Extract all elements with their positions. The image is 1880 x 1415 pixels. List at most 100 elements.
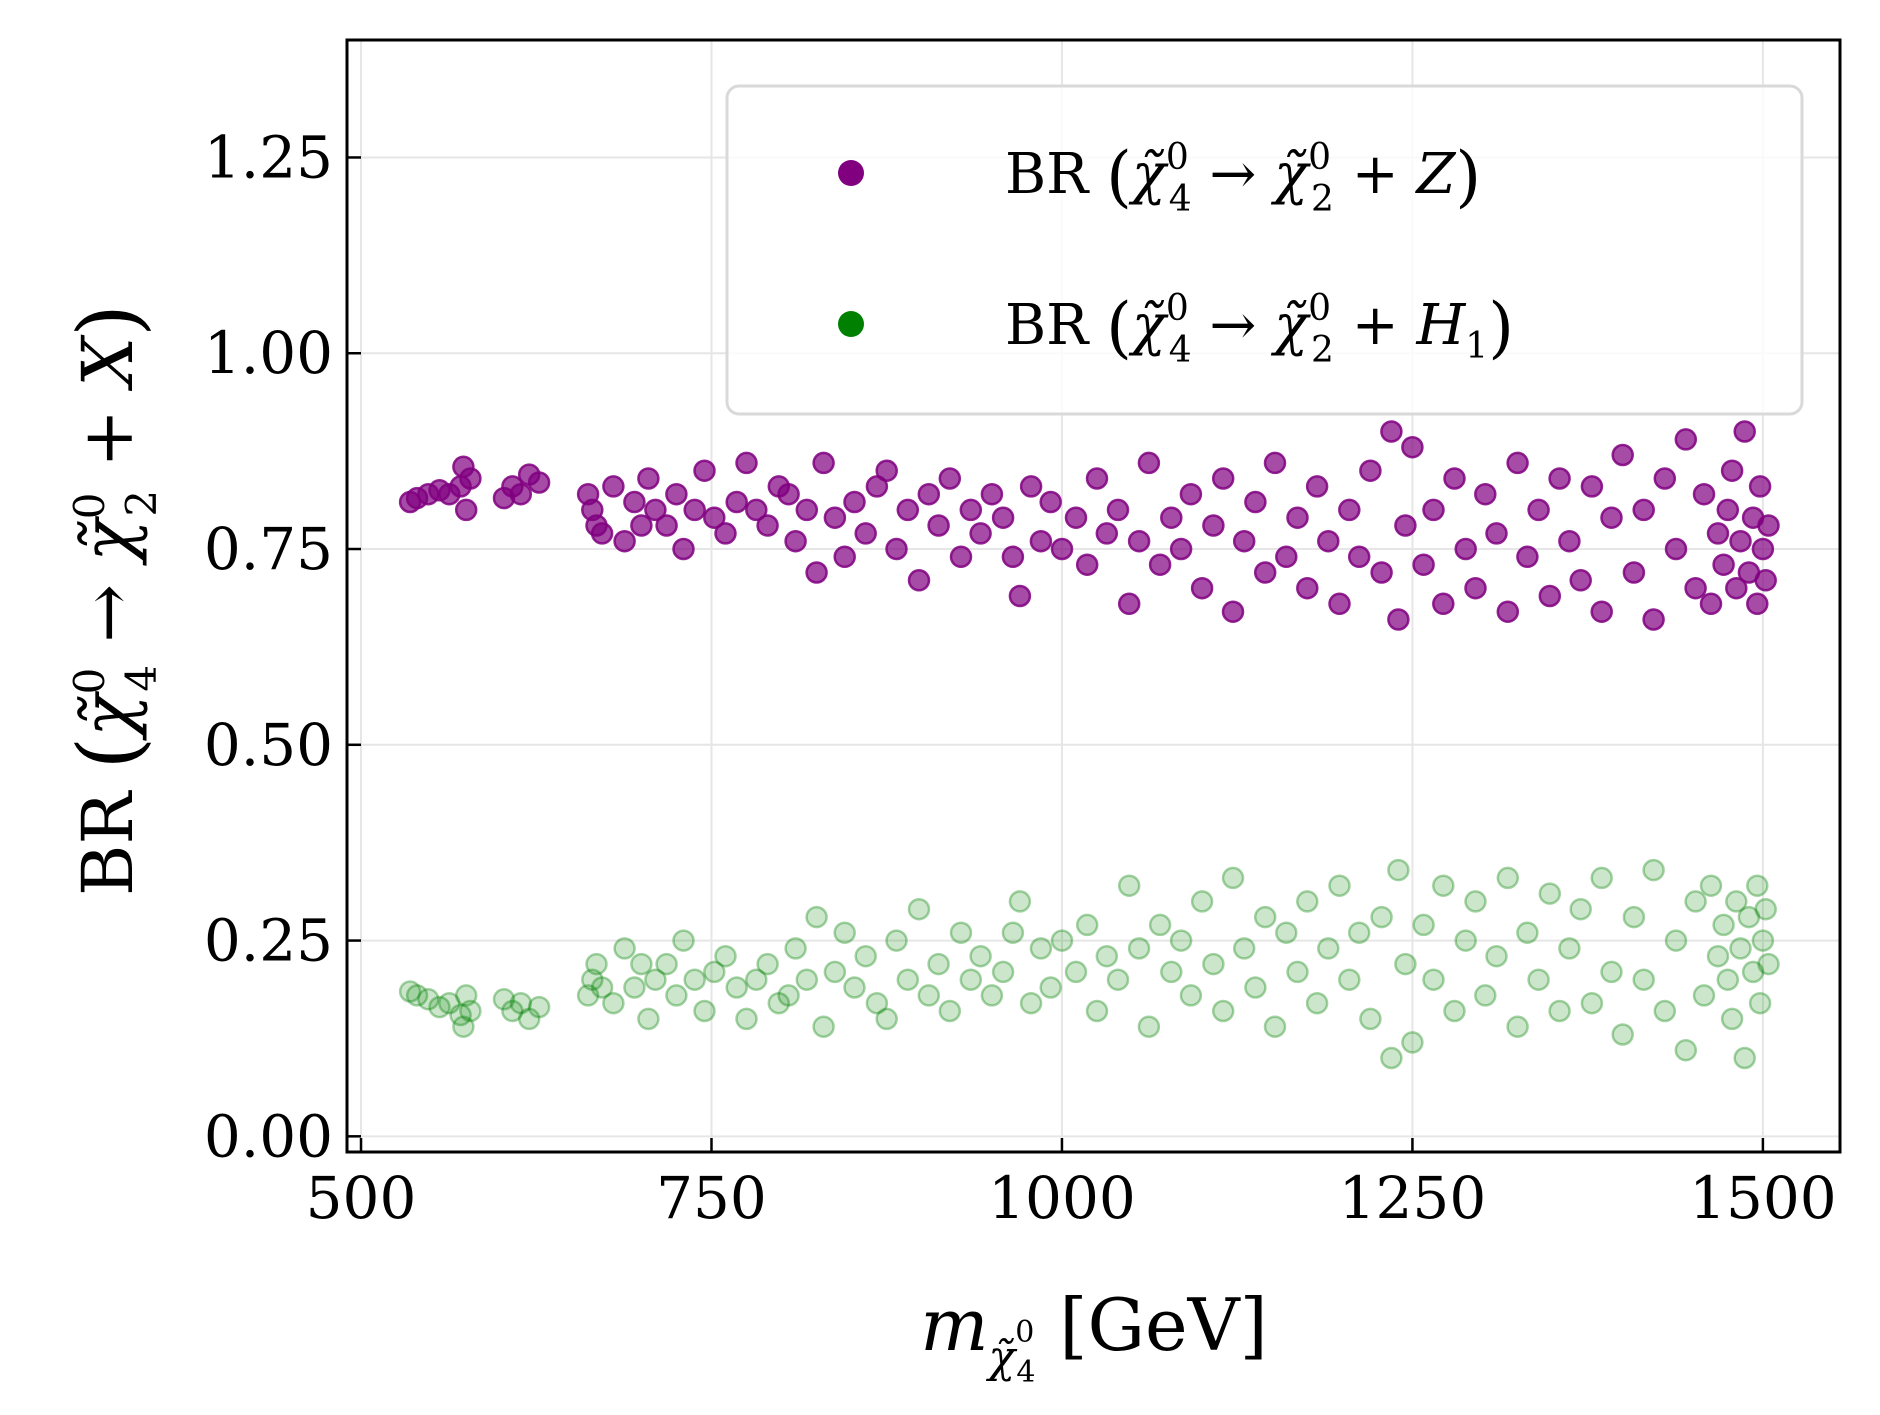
point-h1 bbox=[1632, 968, 1655, 991]
point-h1 bbox=[1179, 984, 1203, 1007]
point-z bbox=[714, 522, 737, 545]
point-z bbox=[1286, 506, 1309, 529]
point-h1 bbox=[1317, 937, 1340, 960]
point-h1 bbox=[1569, 897, 1592, 921]
point-z bbox=[1464, 576, 1487, 600]
point-h1 bbox=[644, 968, 667, 991]
point-z bbox=[1516, 545, 1539, 569]
point-h1 bbox=[1253, 905, 1277, 929]
point-z bbox=[917, 482, 941, 506]
point-h1 bbox=[672, 929, 695, 952]
point-h1 bbox=[1454, 929, 1477, 952]
point-h1 bbox=[1527, 968, 1550, 991]
point-h1 bbox=[767, 991, 791, 1015]
point-h1 bbox=[854, 944, 877, 968]
point-z bbox=[1733, 420, 1756, 443]
point-z bbox=[1117, 592, 1141, 616]
point-z bbox=[1622, 561, 1646, 584]
point-z bbox=[1394, 514, 1417, 537]
point-h1 bbox=[865, 991, 889, 1015]
point-h1 bbox=[1548, 999, 1571, 1023]
point-h1 bbox=[1725, 890, 1748, 913]
point-z bbox=[805, 561, 828, 584]
point-h1 bbox=[980, 984, 1004, 1007]
point-z bbox=[1190, 576, 1214, 600]
point-h1 bbox=[1394, 952, 1417, 976]
point-h1 bbox=[938, 999, 962, 1023]
point-h1 bbox=[1412, 913, 1435, 937]
point-h1 bbox=[428, 995, 451, 1019]
x-tick-label: 750 bbox=[656, 1164, 767, 1232]
point-z bbox=[693, 459, 716, 482]
point-z bbox=[1137, 451, 1161, 475]
point-h1 bbox=[501, 999, 524, 1023]
point-h1 bbox=[777, 984, 800, 1007]
point-h1 bbox=[896, 968, 920, 991]
point-h1 bbox=[805, 905, 828, 929]
y-tick-label: 0.00 bbox=[204, 1102, 333, 1170]
point-h1 bbox=[1751, 929, 1775, 952]
point-h1 bbox=[405, 984, 429, 1007]
point-h1 bbox=[1221, 866, 1245, 890]
point-z bbox=[1496, 600, 1520, 623]
point-z bbox=[1179, 482, 1203, 506]
point-z bbox=[1338, 498, 1361, 522]
point-z bbox=[969, 522, 992, 545]
y-tick-label: 1.00 bbox=[204, 319, 333, 387]
point-z bbox=[1485, 522, 1508, 545]
point-h1 bbox=[1347, 921, 1371, 944]
point-h1 bbox=[1516, 921, 1539, 944]
point-z bbox=[1716, 498, 1740, 522]
point-h1 bbox=[602, 991, 625, 1015]
point-h1 bbox=[1611, 1023, 1634, 1046]
y-tick-label: 0.25 bbox=[204, 907, 333, 975]
point-z bbox=[1422, 498, 1445, 522]
point-h1 bbox=[1387, 858, 1410, 882]
point-z bbox=[1253, 561, 1277, 584]
point-h1 bbox=[655, 952, 678, 976]
point-z bbox=[1674, 428, 1698, 451]
point-z bbox=[1359, 459, 1382, 482]
point-h1 bbox=[1642, 858, 1665, 882]
point-h1 bbox=[1590, 866, 1613, 890]
point-h1 bbox=[1706, 944, 1730, 968]
point-h1 bbox=[693, 999, 716, 1023]
point-z bbox=[1432, 592, 1455, 616]
point-z bbox=[1720, 459, 1744, 482]
point-z bbox=[949, 545, 973, 569]
point-z bbox=[991, 506, 1015, 529]
point-z bbox=[1019, 475, 1043, 498]
point-h1 bbox=[1538, 882, 1562, 905]
point-z bbox=[1558, 529, 1581, 553]
point-h1 bbox=[1746, 874, 1769, 897]
point-h1 bbox=[1757, 952, 1780, 976]
legend: BR (χ̃0 4 → χ̃0 2 + Z) BR (χ̃0 4 → χ̃0 2 + H… bbox=[725, 84, 1804, 416]
point-h1 bbox=[1160, 960, 1183, 984]
point-z bbox=[1380, 420, 1403, 443]
point-h1 bbox=[1474, 984, 1497, 1007]
point-h1 bbox=[1085, 999, 1109, 1023]
point-h1 bbox=[1720, 1007, 1744, 1031]
point-z bbox=[665, 482, 688, 506]
point-h1 bbox=[1485, 944, 1508, 968]
point-h1 bbox=[683, 968, 706, 991]
point-h1 bbox=[1001, 921, 1025, 944]
point-h1 bbox=[1380, 1046, 1403, 1070]
point-z bbox=[1729, 529, 1752, 553]
data-points bbox=[398, 420, 1780, 1070]
point-z bbox=[777, 482, 800, 506]
point-z bbox=[1538, 584, 1562, 608]
point-h1 bbox=[1737, 905, 1761, 929]
point-z bbox=[795, 498, 819, 522]
point-h1 bbox=[1496, 866, 1520, 890]
x-tick-label: 1000 bbox=[988, 1164, 1136, 1232]
point-h1 bbox=[885, 929, 908, 952]
point-z bbox=[655, 514, 678, 537]
point-z bbox=[812, 451, 835, 475]
point-z bbox=[896, 498, 920, 522]
point-z bbox=[527, 471, 551, 494]
point-z bbox=[1075, 553, 1099, 576]
point-z bbox=[745, 498, 768, 522]
point-z bbox=[1370, 561, 1393, 584]
point-h1 bbox=[735, 1007, 758, 1031]
